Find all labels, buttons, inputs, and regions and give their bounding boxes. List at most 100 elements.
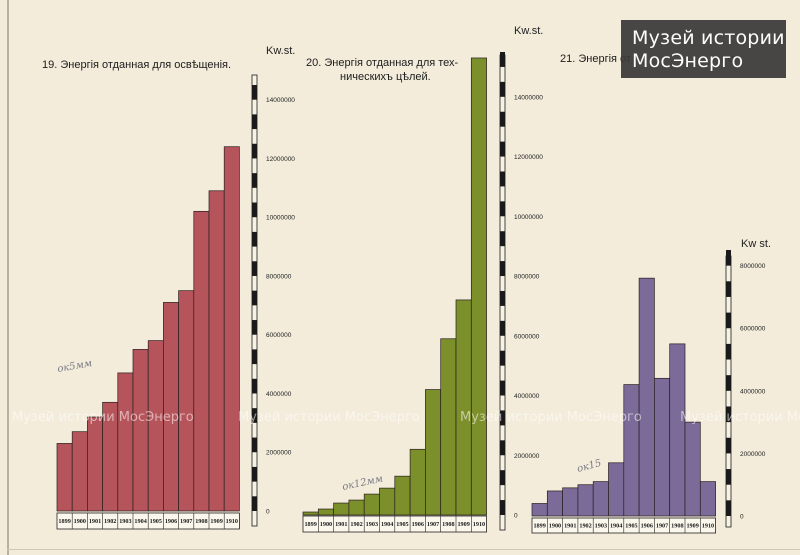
chart19-year-label-1910: 1910: [226, 518, 238, 525]
chart20-scale-segment-2: [500, 470, 505, 486]
chart21-bar-1903: [592, 481, 609, 517]
chart20-bar-1904: [379, 487, 396, 516]
chart19-ytick-10000000: 10000000: [266, 215, 295, 222]
chart19-year-label-1908: 1908: [195, 518, 207, 525]
chart19-year-label-1906: 1906: [165, 518, 177, 525]
chart19-title: 19. Энергiя отданная для освѣщенія.: [42, 59, 231, 71]
chart20-ylabel: Kw.st.: [514, 25, 543, 37]
chart20-ytick-4000000: 4000000: [514, 393, 540, 400]
chart20-title-line2: ническихъ цѣлей.: [340, 71, 431, 83]
chart20-scale-segment-30: [500, 52, 505, 67]
chart19-scale-segment-20: [252, 202, 257, 218]
chart20-year-label-1909: 1909: [457, 521, 469, 528]
chart19-scale-segment-26: [252, 114, 257, 130]
plate-left-border: [7, 0, 9, 555]
chart21-year-label-1904: 1904: [610, 523, 622, 530]
chart21-year-label-1907: 1907: [656, 523, 668, 530]
chart21-scale-segment-2: [726, 469, 731, 485]
chart21-bar-1908: [669, 343, 686, 517]
chart19-year-label-1907: 1907: [180, 518, 192, 525]
chart19-bar-1907: [178, 290, 195, 512]
chart20-year-label-1908: 1908: [442, 521, 454, 528]
chart20-bar-1910: [470, 57, 487, 516]
chart20-year-label-1903: 1903: [366, 521, 378, 528]
chart19-scale-segment-2: [252, 466, 257, 482]
chart19-year-label-1900: 1900: [74, 518, 86, 525]
chart19-year-label-1909: 1909: [210, 518, 222, 525]
plate-bottom-border: [7, 549, 800, 550]
chart21-scale-segment-14: [726, 281, 731, 297]
chart20-year-label-1899: 1899: [304, 521, 316, 528]
chart19-ytick-2000000: 2000000: [266, 450, 292, 457]
chart20-ytick-8000000: 8000000: [514, 274, 540, 281]
chart21-year-label-1899: 1899: [533, 523, 545, 530]
chart19-bar-1900: [71, 431, 88, 512]
chart21-ytick-0: 0: [740, 514, 744, 521]
chart21-year-label-1900: 1900: [549, 523, 561, 530]
chart20-year-label-1907: 1907: [427, 521, 439, 528]
chart19-scale-segment-22: [252, 173, 257, 188]
chart19-bar-1908: [193, 210, 210, 512]
chart19-ytick-12000000: 12000000: [266, 156, 295, 163]
chart20-scale-segment-20: [500, 201, 505, 217]
chart20-scale-segment-0: [500, 500, 505, 515]
chart21-ytick-2000000: 2000000: [740, 451, 766, 458]
chart21-scale-segment-8: [726, 375, 731, 391]
chart19-scale-segment-14: [252, 290, 257, 306]
chart19-bar-1909: [208, 190, 225, 512]
chart21-scale-segment-0: [726, 500, 731, 516]
chart21-year-label-1909: 1909: [686, 523, 698, 530]
chart21-bar-1900: [546, 490, 563, 517]
chart20-bar-1900: [317, 508, 334, 516]
chart19-year-label-1905: 1905: [150, 518, 162, 525]
chart19-ytick-14000000: 14000000: [266, 97, 295, 104]
chart19-bar-1910: [223, 146, 240, 512]
watermark-band-text-3: Музей истории МосЭнерго: [460, 410, 642, 425]
chart20-year-label-1910: 1910: [473, 521, 485, 528]
chart19-group: 1899 1900 1901 1902 1903 1904 1905 1906 1907 1908…: [56, 74, 295, 530]
chart20-bar-1905: [394, 475, 411, 516]
chart20-scale-segment-18: [500, 231, 505, 247]
chart20-bar-1909: [455, 299, 472, 516]
chart21-bar-1906: [638, 277, 655, 517]
chart20-year-label-1901: 1901: [335, 521, 347, 528]
chart19-year-label-1901: 1901: [89, 518, 101, 525]
chart21-title: 21. Энергiя от: [560, 53, 631, 65]
chart20-scale-segment-14: [500, 290, 505, 306]
chart20-year-label-1905: 1905: [396, 521, 408, 528]
chart20-ytick-6000000: 6000000: [514, 333, 540, 340]
chart21-ytick-4000000: 4000000: [740, 388, 766, 395]
chart20-bar-1901: [333, 502, 350, 516]
chart19-year-label-1902: 1902: [104, 518, 116, 525]
chart21-ylabel: Kw st.: [741, 238, 771, 250]
chart19-ytick-0: 0: [266, 509, 270, 516]
chart21-bar-1899: [531, 503, 548, 517]
chart19-scale-segment-18: [252, 231, 257, 247]
watermark-band-text-1: Музей истории МосЭнерго: [12, 410, 194, 425]
chart19-scale-segment-6: [252, 408, 257, 423]
chart21-group: 1899 1900 1901 1902 1903 1904 1905 1906 1907 1908…: [531, 250, 766, 534]
watermark-band: Музей истории МосЭнерго Музей истории Мо…: [12, 410, 800, 425]
chart19-year-label-1904: 1904: [134, 518, 146, 525]
chart19-bar-1903: [117, 372, 134, 512]
watermark-band-text-2: Музей истории МосЭнерго: [238, 410, 420, 425]
chart19-ytick-4000000: 4000000: [266, 391, 292, 398]
chart19-bar-1901: [87, 416, 103, 512]
chart21-year-label-1906: 1906: [641, 523, 653, 530]
chart21-scale-segment-16: [726, 250, 731, 266]
chart21-scale-segment-10: [726, 343, 731, 360]
chart20-scale-segment-16: [500, 261, 505, 277]
chart19-scale-segment-28: [252, 85, 257, 100]
chart20-bar-1906: [409, 448, 426, 516]
chart19-year-label-1903: 1903: [119, 518, 131, 525]
chart19-bar-1906: [163, 302, 179, 512]
chart20-ytick-12000000: 12000000: [514, 154, 543, 161]
chart21-bar-1909: [684, 421, 701, 517]
chart20-bar-1903: [363, 493, 380, 516]
chart20-ytick-10000000: 10000000: [514, 214, 543, 221]
chart19-pencil-note: ок5мм: [57, 358, 93, 375]
chart20-year-label-1904: 1904: [381, 521, 393, 528]
chart19-scale-segment-12: [252, 320, 257, 335]
